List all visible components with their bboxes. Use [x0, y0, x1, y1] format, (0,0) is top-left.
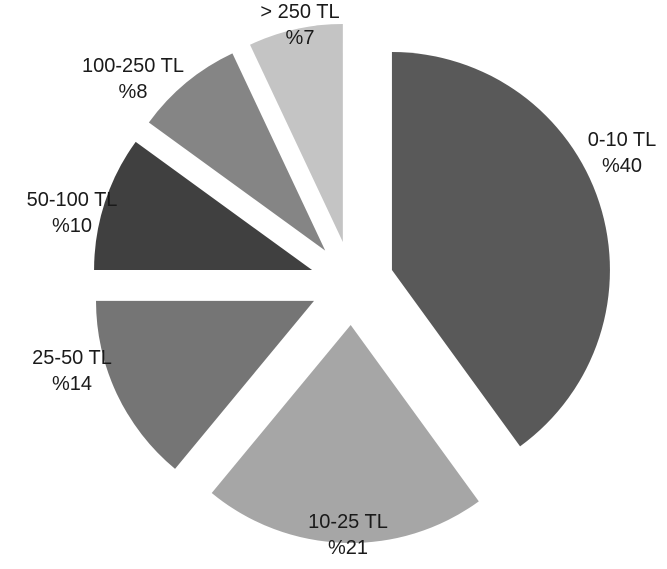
slice-percent-3: %14 — [52, 373, 92, 395]
slice-label-5: 100-250 TL %8 — [82, 55, 184, 103]
slice-label-6: > 250 TL %7 — [260, 1, 339, 49]
slice-category-3: 25-50 TL — [32, 347, 112, 369]
slice-percent-5: %8 — [119, 81, 148, 103]
slice-label-2: 10-25 TL %21 — [308, 511, 388, 559]
pie-slice-5 — [148, 53, 326, 251]
slice-label-3: 25-50 TL %14 — [32, 347, 112, 395]
slice-category-6: > 250 TL — [260, 1, 339, 23]
slice-category-4: 50-100 TL — [27, 189, 118, 211]
pie-slice-3 — [96, 300, 314, 469]
slice-category-5: 100-250 TL — [82, 55, 184, 77]
slice-percent-4: %10 — [52, 215, 92, 237]
slice-percent-6: %7 — [286, 27, 315, 49]
slice-category-1: 0-10 TL — [588, 129, 657, 151]
pie-slice-6 — [250, 24, 343, 243]
slice-label-1: 0-10 TL %40 — [588, 129, 657, 177]
slice-category-2: 10-25 TL — [308, 511, 388, 533]
slice-percent-1: %40 — [602, 155, 642, 177]
pie-slice-4 — [94, 141, 313, 271]
pie-slice-1 — [391, 52, 610, 447]
slice-percent-2: %21 — [328, 537, 368, 559]
slice-label-4: 50-100 TL %10 — [27, 189, 118, 237]
pie-slice-2 — [211, 324, 479, 543]
